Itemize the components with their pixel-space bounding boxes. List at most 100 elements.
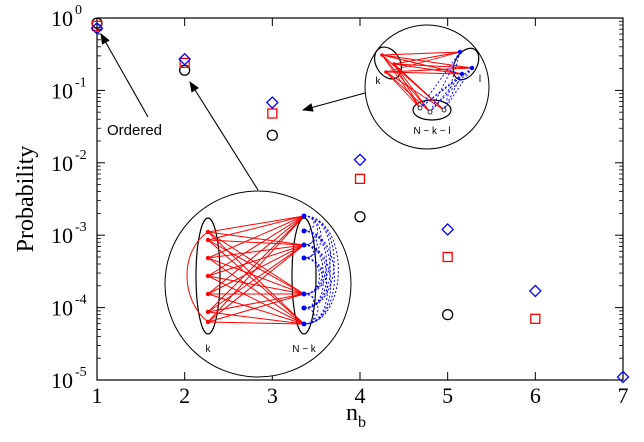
inset-red-edge (207, 257, 305, 325)
inset-blue-arc (303, 215, 322, 259)
inset-small-red-edge (393, 63, 473, 69)
inset-red-edge (207, 293, 305, 325)
x-axis-title: nb (346, 400, 366, 431)
y-tick-exponent: -2 (75, 148, 87, 163)
inset-small-rest-group (412, 99, 452, 121)
inset-small-blue-edge (419, 51, 461, 109)
inset-red-edge (207, 215, 305, 241)
inset-red-edge (207, 244, 305, 323)
inset-red-edge (207, 231, 305, 246)
inset-large-left-label: k (206, 344, 212, 355)
inset-node-red (205, 319, 211, 325)
inset-small-blue-edge (419, 67, 473, 109)
inset-node-blue (301, 305, 307, 311)
inset-blue-arc (303, 293, 315, 309)
data-point-diamond (90, 21, 104, 35)
inset-red-edge (207, 215, 305, 233)
inset-node-blue (301, 255, 307, 261)
inset-red-edge (207, 275, 305, 325)
y-tick-label: 10 (51, 78, 73, 103)
y-tick-exponent: -4 (75, 293, 87, 308)
annotation-ordered: Ordered (107, 122, 162, 139)
data-point-circle (354, 211, 366, 223)
inset-blue-arc (303, 230, 318, 259)
inset-node-blue (301, 228, 307, 234)
inset-large-left-group (195, 217, 221, 335)
inset-red-edge (207, 239, 305, 246)
inset-red-edge (207, 244, 305, 259)
inset-small-node-red (384, 70, 388, 74)
inset-red-edge (207, 231, 305, 295)
inset-small-node-white (427, 109, 433, 115)
inset-blue-arc (303, 215, 335, 309)
inset-small-red-edge (381, 51, 461, 56)
inset-small-red-edge (381, 54, 473, 69)
inset-small-red-edge (385, 67, 473, 73)
y-tick-label: 10 (51, 223, 73, 248)
inset-small-red-edge (381, 54, 463, 75)
inset-node-red (205, 309, 211, 315)
x-tick-label: 6 (530, 383, 541, 408)
inset-red-edge (207, 275, 305, 295)
inset-small-k-label: k (376, 76, 382, 87)
inset-small-blue-edge (443, 67, 473, 111)
y-tick-label: 10 (51, 296, 73, 321)
inset-blue-arc (303, 230, 315, 246)
inset-small-red-edge (385, 71, 421, 109)
data-point-square (179, 57, 190, 69)
data-point-diamond (528, 284, 542, 298)
inset-blue-arc (303, 215, 315, 232)
inset-small-l-group (452, 47, 480, 81)
inset-node-blue (301, 242, 307, 248)
inset-small-red-edge (393, 51, 461, 65)
x-tick-labels: 1 2 3 4 5 6 7 (92, 383, 629, 408)
inset-small-blue-edge (429, 51, 461, 113)
inset-small-node-red (380, 53, 384, 57)
x-tick-label: 5 (442, 383, 453, 408)
inset-node-red (205, 229, 211, 235)
inset-blue-arc (303, 230, 331, 309)
x-tick-label: 7 (618, 383, 629, 408)
inset-node-red (205, 273, 211, 279)
data-point-square (442, 251, 453, 263)
y-tick-exponent: 0 (75, 3, 82, 18)
data-point-square (354, 173, 366, 185)
inset-blue-arc (303, 257, 328, 325)
inset-blue-arc (303, 215, 339, 325)
arrow-inset-large (189, 81, 259, 191)
inset-blue-arc (303, 244, 314, 259)
x-tick-label: 2 (179, 383, 190, 408)
data-point-circle (179, 64, 191, 76)
inset-node-blue (301, 321, 307, 327)
inset-red-edge (207, 239, 305, 295)
data-point-diamond (265, 96, 279, 109)
y-axis-title: Probability (13, 146, 39, 253)
y-tick-exponent: -3 (75, 220, 87, 235)
inset-red-edge (207, 257, 305, 295)
inset-red-edge (207, 215, 305, 323)
inset-small-red-edge (393, 63, 463, 75)
data-markers (90, 17, 630, 384)
inset-large-blue-edges (303, 215, 339, 325)
data-point-square (91, 20, 103, 31)
inset-red-edge (207, 311, 305, 325)
y-tick-exponent: -5 (75, 365, 87, 380)
arrow-inset-small (301, 92, 366, 112)
inset-small-l-label: l (479, 74, 481, 85)
y-tick-label: 10 (51, 6, 73, 31)
inset-small-rest-label: N − k − l (413, 126, 450, 137)
inset-large-right-label: N − k (292, 344, 317, 355)
inset-small-node-white (441, 107, 447, 113)
y-tick-label: 10 (51, 368, 73, 393)
inset-graph-k-nk: k N − k (164, 190, 352, 378)
data-point-square (267, 108, 278, 119)
inset-small-red-edge (385, 51, 461, 73)
x-tick-label: 4 (355, 383, 366, 408)
inset-small-node-white (417, 105, 423, 111)
inset-large-nodes (205, 213, 307, 327)
inset-small-blue-edge (429, 73, 463, 113)
inset-node-red (205, 291, 211, 297)
data-point-circle (442, 308, 454, 321)
